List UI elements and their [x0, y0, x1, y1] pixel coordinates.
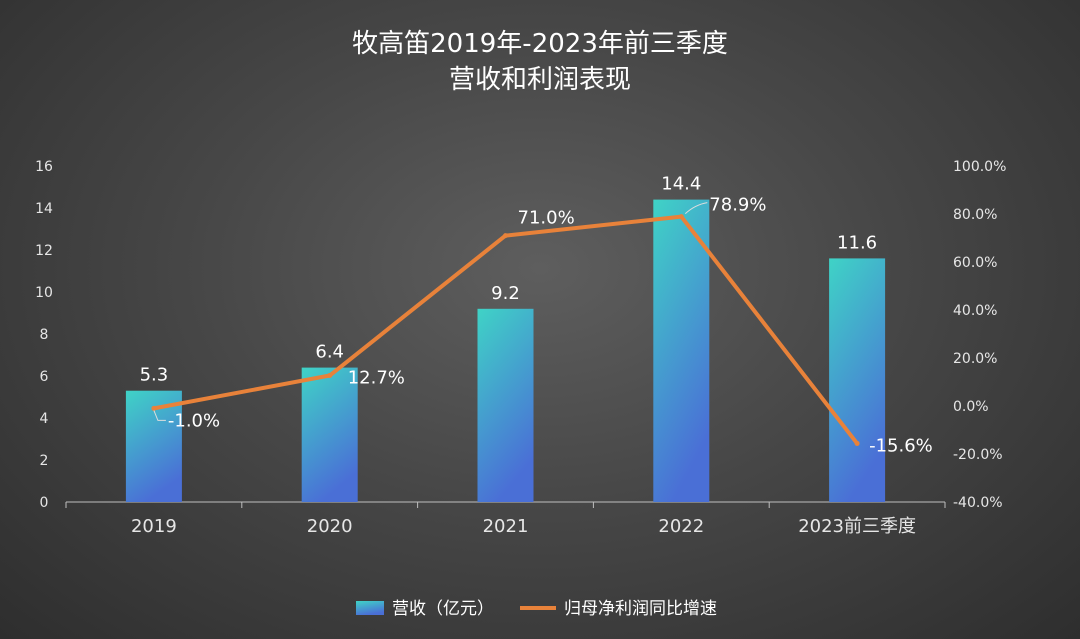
line-value-label: 12.7% [348, 368, 405, 389]
bar-value-label: 9.2 [491, 283, 520, 304]
y-right-tick-label: 0.0% [953, 399, 989, 415]
bar-revenue [653, 199, 710, 502]
chart-title-line1: 牧高笛2019年-2023年前三季度 [352, 29, 728, 59]
y-left-tick-label: 2 [40, 453, 49, 469]
line-value-label: -1.0% [168, 410, 220, 431]
y-right-tick-label: 20.0% [953, 351, 997, 367]
leader-line [684, 202, 708, 215]
y-left-tick-label: 12 [35, 243, 53, 259]
x-tick-label: 2023前三季度 [798, 516, 916, 537]
y-left-tick-label: 8 [40, 327, 49, 343]
line-value-label: 78.9% [709, 195, 766, 216]
y-right-tick-label: -40.0% [953, 495, 1003, 511]
y-left-tick-label: 10 [35, 285, 53, 301]
legend-label-revenue: 营收（亿元） [392, 599, 494, 619]
x-tick-label: 2021 [483, 516, 529, 537]
x-tick-label: 2022 [658, 516, 704, 537]
y-left-tick-label: 0 [40, 495, 49, 511]
line-value-label: -15.6% [869, 435, 933, 456]
y-left-tick-label: 4 [40, 411, 49, 427]
y-right-tick-label: -20.0% [953, 447, 1003, 463]
legend: 营收（亿元） 归母净利润同比增速 [356, 599, 717, 619]
leader-line [153, 410, 166, 421]
bar-revenue [829, 258, 886, 502]
y-right-tick-label: 60.0% [953, 255, 997, 271]
chart-title-line2: 营收和利润表现 [449, 65, 631, 95]
legend-label-profit-growth: 归母净利润同比增速 [564, 599, 717, 619]
line-point [678, 214, 684, 220]
y-right-tick-label: 80.0% [953, 207, 997, 223]
line-point [854, 440, 860, 446]
y-left-tick-label: 6 [40, 369, 49, 385]
x-tick-label: 2019 [131, 516, 177, 537]
y-left-tick-label: 16 [35, 159, 53, 175]
line-point [503, 233, 508, 239]
bar-value-label: 6.4 [315, 342, 344, 363]
bar-value-label: 14.4 [661, 174, 701, 195]
bar-revenue [477, 308, 534, 502]
line-point [327, 373, 333, 379]
x-tick-label: 2020 [307, 516, 353, 537]
legend-swatch-revenue [356, 601, 384, 615]
line-point [151, 405, 157, 411]
y-right-tick-label: 100.0% [953, 159, 1006, 175]
line-value-label: 71.0% [518, 208, 575, 229]
bar-value-label: 11.6 [837, 232, 877, 253]
bar-revenue [301, 367, 358, 502]
y-left-tick-label: 14 [35, 201, 53, 217]
bar-value-label: 5.3 [140, 365, 169, 386]
y-right-tick-label: 40.0% [953, 303, 997, 319]
